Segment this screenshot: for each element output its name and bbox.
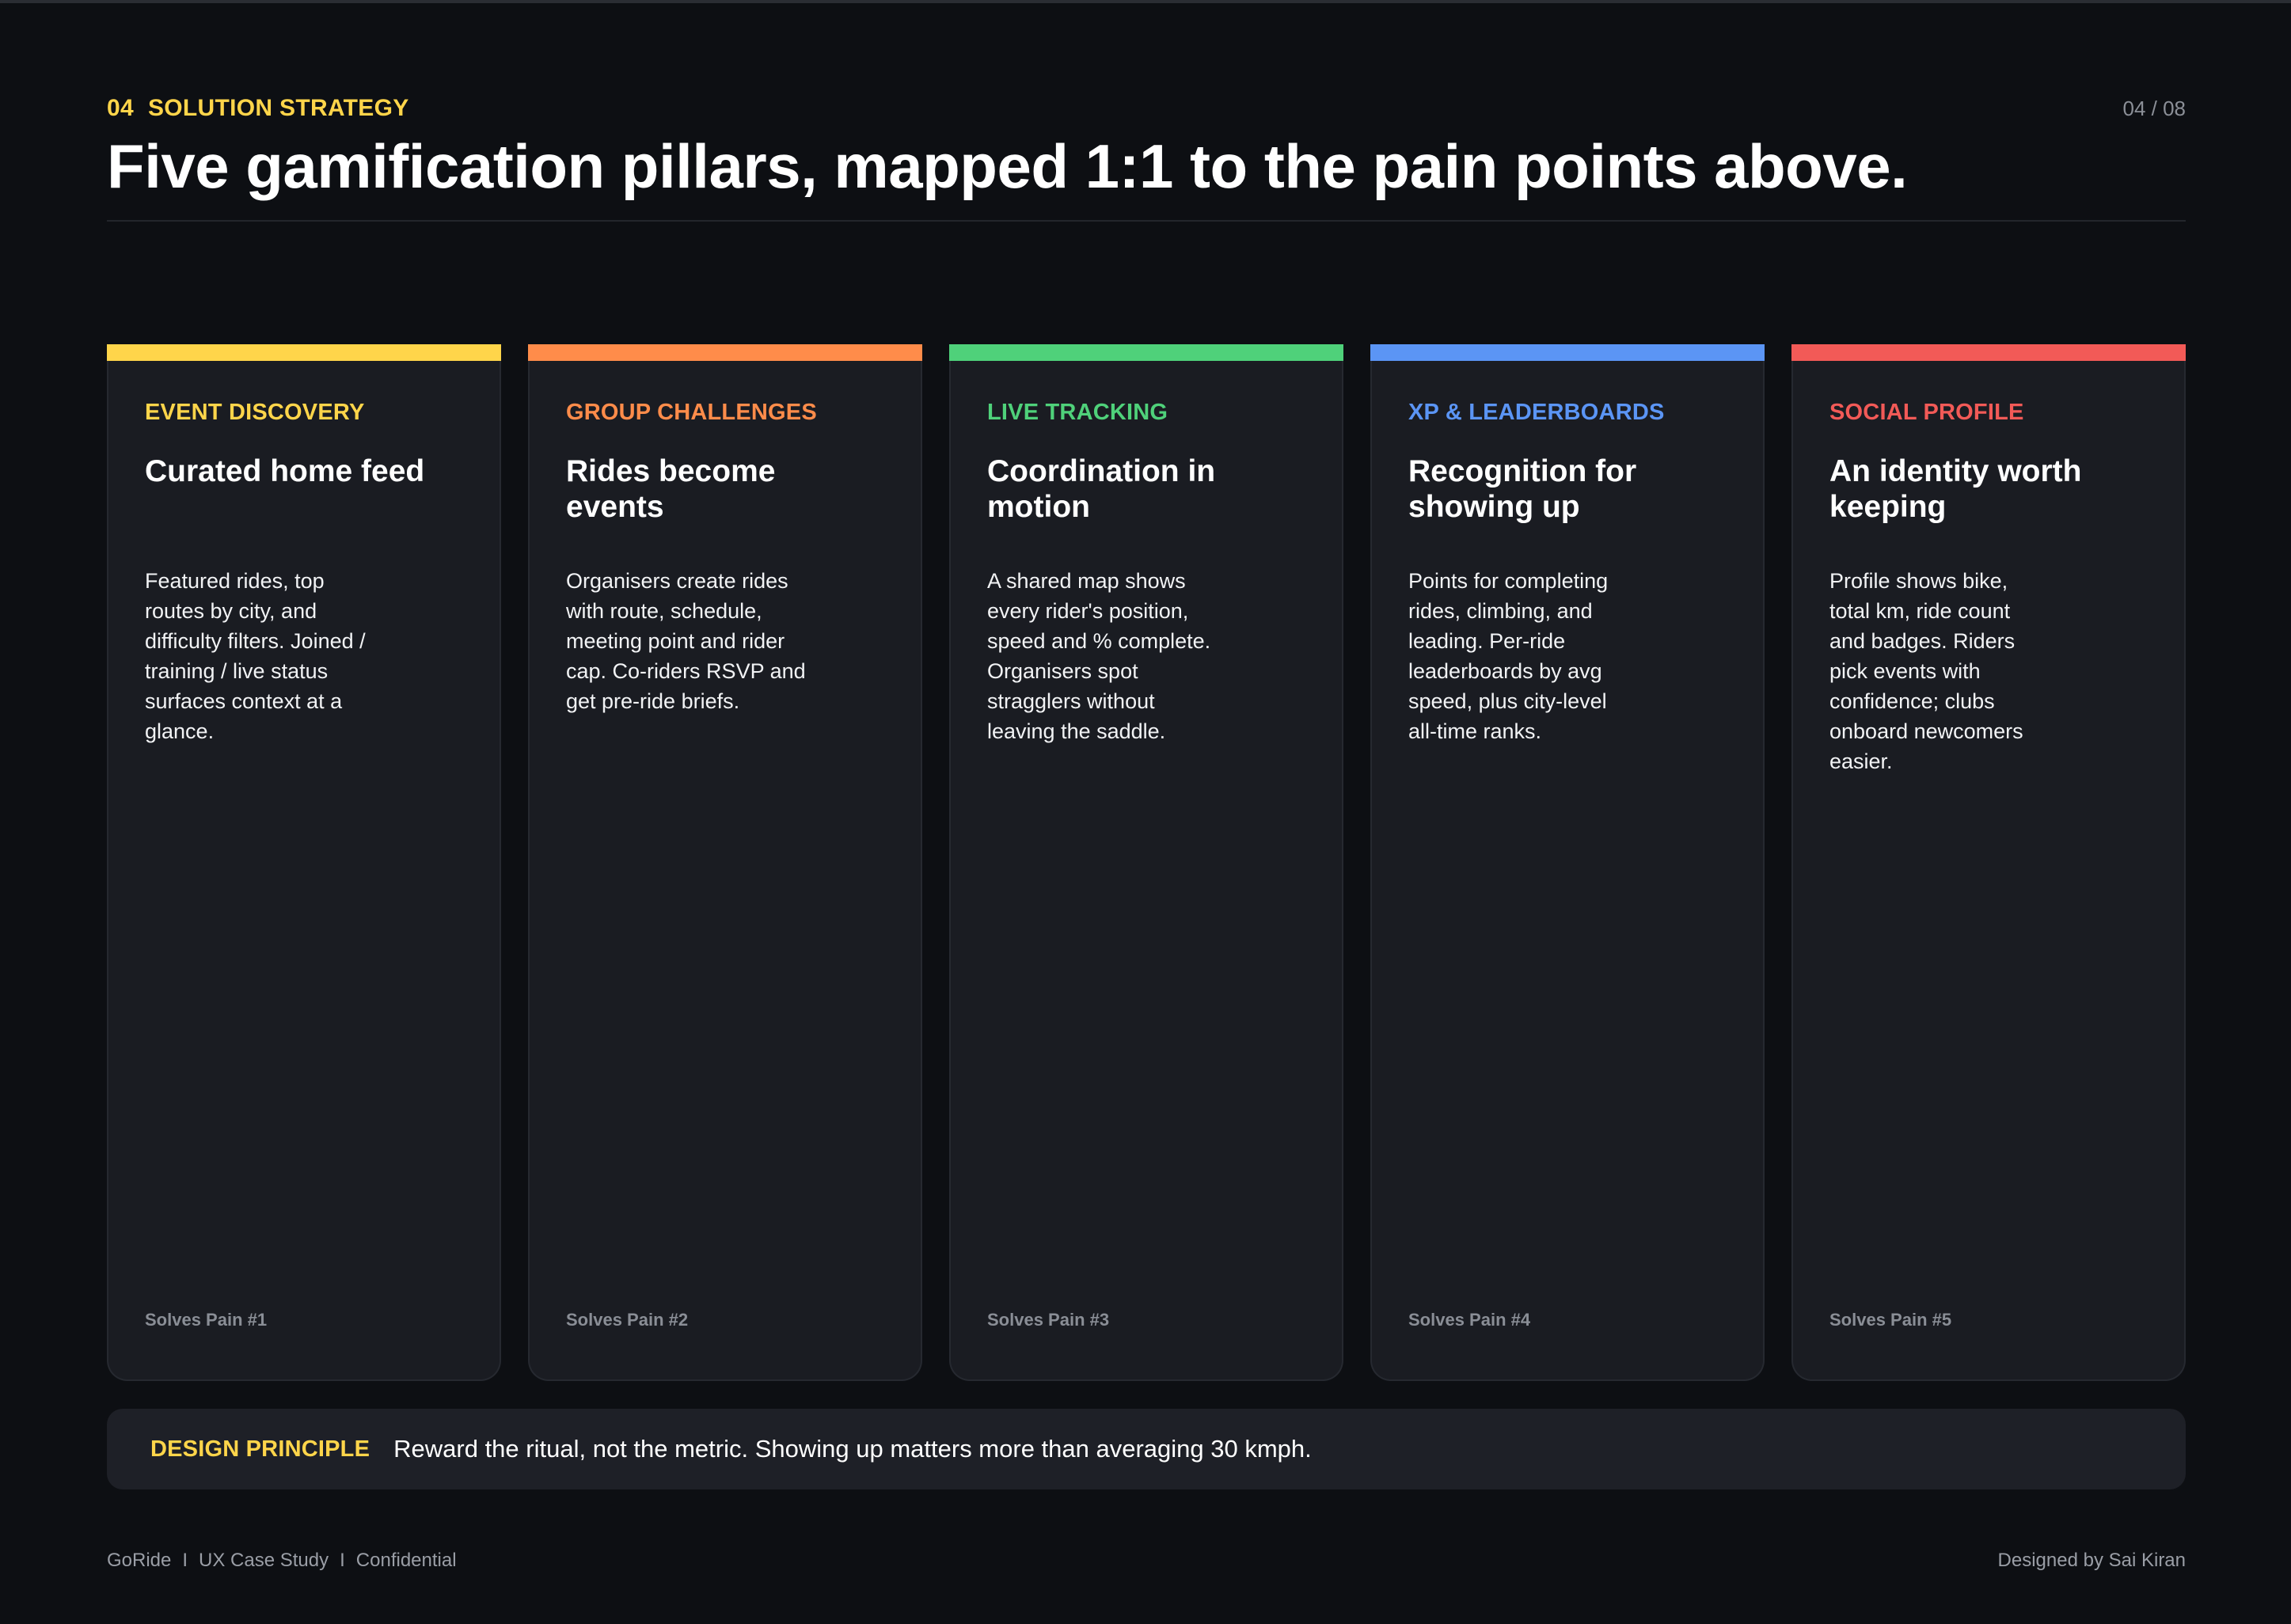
section-eyebrow: 04 SOLUTION STRATEGY [107,95,409,122]
footer-meta: GoRide I UX Case Study I Confidential [107,1550,457,1572]
pillar-solves-pain: Solves Pain #5 [1829,1310,1952,1330]
section-number: 04 [107,95,134,121]
pillar-color-bar [1791,344,2186,361]
pillar-description: Featured rides, top routes by city, and … [145,569,366,743]
page-indicator: 04 / 08 [2122,97,2186,120]
pillar-solves-pain: Solves Pain #1 [145,1310,268,1330]
pillar-tag: SOCIAL PROFILE [1829,400,2024,425]
pillar-tag: LIVE TRACKING [987,400,1168,425]
pillar-card-social-profile: SOCIAL PROFILE An identity worth keeping… [1791,344,2186,1381]
pillar-tag: XP & LEADERBOARDS [1408,400,1665,425]
footer-credit: Designed by Sai Kiran [1997,1550,2186,1571]
pillar-heading: An identity worth keeping [1829,454,2082,524]
design-principle-label: DESIGN PRINCIPLE [150,1436,370,1462]
pillar-color-bar [1370,344,1765,361]
pillar-card-live-tracking: LIVE TRACKING Coordination in motion A s… [949,344,1343,1381]
pillar-card-group-challenges: GROUP CHALLENGES Rides become events Org… [528,344,922,1381]
pillar-tag: EVENT DISCOVERY [145,400,365,425]
pillar-color-bar [949,344,1343,361]
footer-separator: I [340,1550,345,1571]
section-label: SOLUTION STRATEGY [147,95,409,121]
pillar-card-xp-leaderboards: XP & LEADERBOARDS Recognition for showin… [1370,344,1765,1381]
pillar-description: Points for completing rides, climbing, a… [1408,569,1609,743]
pillar-description: Organisers create rides with route, sche… [566,569,806,713]
window-top-border [0,0,2291,3]
pillar-solves-pain: Solves Pain #4 [1408,1310,1531,1330]
pillar-tag: GROUP CHALLENGES [566,400,817,425]
design-principle-text: Reward the ritual, not the metric. Showi… [393,1435,1312,1463]
pillar-description: Profile shows bike, total km, ride count… [1829,569,2023,773]
pillar-solves-pain: Solves Pain #3 [987,1310,1110,1330]
design-principle-banner: DESIGN PRINCIPLE Reward the ritual, not … [107,1409,2186,1489]
title-divider [107,220,2186,222]
pillar-heading: Curated home feed [145,454,425,488]
pillar-heading: Recognition for showing up [1408,454,1637,524]
pillar-card-event-discovery: EVENT DISCOVERY Curated home feed Featur… [107,344,501,1381]
pillar-cards: EVENT DISCOVERY Curated home feed Featur… [107,344,2186,1381]
pillar-heading: Rides become events [566,454,776,524]
pillar-color-bar [528,344,922,361]
slide: 04 SOLUTION STRATEGY 04 / 08 Five gamific… [107,0,2186,1624]
pillar-color-bar [107,344,501,361]
footer-doc-type: UX Case Study [199,1550,329,1571]
page-title: Five gamification pillars, mapped 1:1 to… [107,131,1908,201]
footer-separator: I [182,1550,188,1571]
pillar-heading: Coordination in motion [987,454,1216,524]
footer-confidentiality: Confidential [355,1550,457,1571]
pillar-description: A shared map shows every rider's positio… [987,569,1211,743]
footer-brand: GoRide [107,1550,172,1571]
pillar-solves-pain: Solves Pain #2 [566,1310,689,1330]
